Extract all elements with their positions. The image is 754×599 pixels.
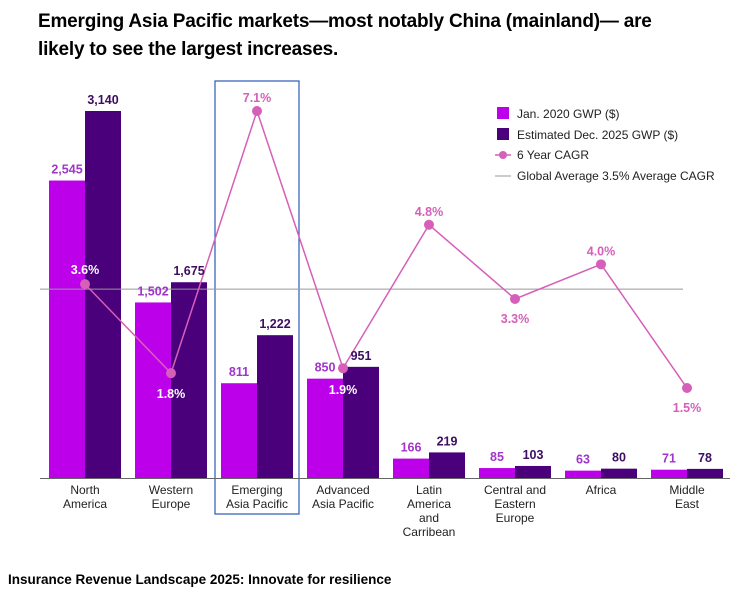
cagr-label: 7.1% bbox=[243, 91, 272, 105]
x-tick-label-line: Latin bbox=[416, 483, 442, 497]
x-tick-label-line: America bbox=[407, 497, 451, 511]
x-tick-label-line: Africa bbox=[586, 483, 617, 497]
x-tick-label: Latin America and Carribean bbox=[403, 483, 456, 539]
highlight-box bbox=[214, 80, 300, 515]
bar-label-dec2025: 1,675 bbox=[173, 264, 204, 278]
bar-dec2025 bbox=[515, 465, 551, 478]
legend-swatch-jan2020 bbox=[497, 107, 509, 119]
legend-swatch-cagr-point bbox=[499, 151, 507, 159]
bar-label-dec2025: 1,222 bbox=[259, 317, 290, 331]
bar-dec2025 bbox=[85, 111, 121, 478]
bars-layer bbox=[49, 111, 723, 478]
bar-label-dec2025: 951 bbox=[351, 349, 372, 363]
bar-jan2020 bbox=[565, 470, 601, 478]
bar-label-jan2020: 63 bbox=[576, 453, 590, 467]
bar-label-jan2020: 2,545 bbox=[51, 163, 82, 177]
x-tick-label: Central and Eastern Europe bbox=[484, 483, 546, 525]
bar-label-jan2020: 850 bbox=[315, 361, 336, 375]
legend-label-global-average: Global Average 3.5% Average CAGR bbox=[517, 169, 715, 183]
cagr-label: 4.8% bbox=[415, 205, 444, 219]
bar-label-dec2025: 103 bbox=[523, 448, 544, 462]
cagr-point bbox=[166, 368, 176, 379]
legend-label-jan2020: Jan. 2020 GWP ($) bbox=[517, 107, 620, 121]
bar-dec2025 bbox=[429, 452, 465, 478]
bar-label-jan2020: 1,502 bbox=[137, 284, 168, 298]
x-tick-label: Middle East bbox=[669, 483, 705, 511]
cagr-label: 1.8% bbox=[157, 387, 186, 401]
bar-jan2020 bbox=[479, 468, 515, 478]
cagr-point bbox=[510, 293, 520, 304]
x-tick-label-line: Western bbox=[149, 483, 193, 497]
x-tick-label-line: Central and bbox=[484, 483, 546, 497]
bar-label-jan2020: 85 bbox=[490, 450, 504, 464]
x-tick-label-line: Carribean bbox=[403, 525, 456, 539]
highlight-layer bbox=[214, 80, 300, 515]
x-tick-label-line: Europe bbox=[152, 497, 191, 511]
cagr-line-layer bbox=[80, 106, 692, 393]
bar-jan2020 bbox=[135, 302, 171, 478]
x-tick-label-line: North bbox=[70, 483, 99, 497]
x-tick-label-line: Eastern bbox=[494, 497, 535, 511]
x-tick-label-line: Europe bbox=[496, 511, 535, 525]
bar-label-dec2025: 80 bbox=[612, 451, 626, 465]
legend-swatch-dec2025 bbox=[497, 128, 509, 140]
x-tick-label: North America bbox=[63, 483, 107, 511]
x-tick-label: Advanced Asia Pacific bbox=[312, 483, 374, 511]
bar-jan2020 bbox=[307, 378, 343, 478]
cagr-point bbox=[338, 363, 348, 374]
cagr-point bbox=[252, 106, 262, 116]
x-tick-label-line: and bbox=[419, 511, 439, 525]
bar-label-jan2020: 811 bbox=[229, 365, 249, 379]
bar-label-jan2020: 71 bbox=[662, 452, 676, 466]
bar-label-jan2020: 166 bbox=[401, 441, 422, 455]
cagr-label: 1.9% bbox=[329, 383, 358, 397]
bar-dec2025 bbox=[257, 335, 293, 478]
x-tick-label-line: Advanced bbox=[316, 483, 369, 497]
cagr-point bbox=[682, 383, 692, 393]
x-tick-label: Emerging Asia Pacific bbox=[226, 483, 288, 511]
bar-label-dec2025: 78 bbox=[698, 451, 712, 465]
bar-jan2020 bbox=[393, 458, 429, 478]
cagr-point bbox=[424, 219, 434, 230]
data-labels-layer: 2,545 3,140 1,502 1,675 811 1,222 850 951 166 219… bbox=[51, 91, 712, 467]
bar-label-dec2025: 3,140 bbox=[87, 93, 118, 107]
bar-label-dec2025: 219 bbox=[437, 434, 458, 448]
x-tick-label-line: Emerging bbox=[231, 483, 282, 497]
cagr-label: 4.0% bbox=[587, 244, 616, 258]
legend-label-dec2025: Estimated Dec. 2025 GWP ($) bbox=[517, 128, 678, 142]
legend: Jan. 2020 GWP ($) Estimated Dec. 2025 GWP… bbox=[495, 107, 715, 183]
x-tick-label-line: Asia Pacific bbox=[226, 497, 288, 511]
x-tick-label-line: East bbox=[675, 497, 700, 511]
cagr-label: 3.6% bbox=[71, 263, 100, 277]
x-tick-label-line: Middle bbox=[669, 483, 705, 497]
x-tick-label: Africa bbox=[586, 483, 617, 497]
bar-jan2020 bbox=[49, 180, 85, 478]
cagr-label: 3.3% bbox=[501, 312, 530, 326]
legend-label-cagr: 6 Year CAGR bbox=[517, 148, 589, 162]
cagr-point bbox=[596, 259, 606, 270]
bar-jan2020 bbox=[221, 383, 257, 478]
x-tick-label: Western Europe bbox=[149, 483, 193, 511]
bar-dec2025 bbox=[343, 366, 379, 478]
chart-title: Emerging Asia Pacific markets—most notab… bbox=[38, 11, 652, 60]
bar-dec2025 bbox=[171, 282, 207, 478]
bar-jan2020 bbox=[651, 469, 687, 478]
bar-dec2025 bbox=[601, 468, 637, 478]
cagr-label: 1.5% bbox=[673, 401, 702, 415]
cagr-point bbox=[80, 279, 90, 290]
x-tick-label-line: Asia Pacific bbox=[312, 497, 374, 511]
bar-dec2025 bbox=[687, 468, 723, 478]
x-tick-label-line: America bbox=[63, 497, 107, 511]
cagr-line bbox=[84, 108, 688, 389]
footer-source: Insurance Revenue Landscape 2025: Innova… bbox=[8, 572, 392, 587]
